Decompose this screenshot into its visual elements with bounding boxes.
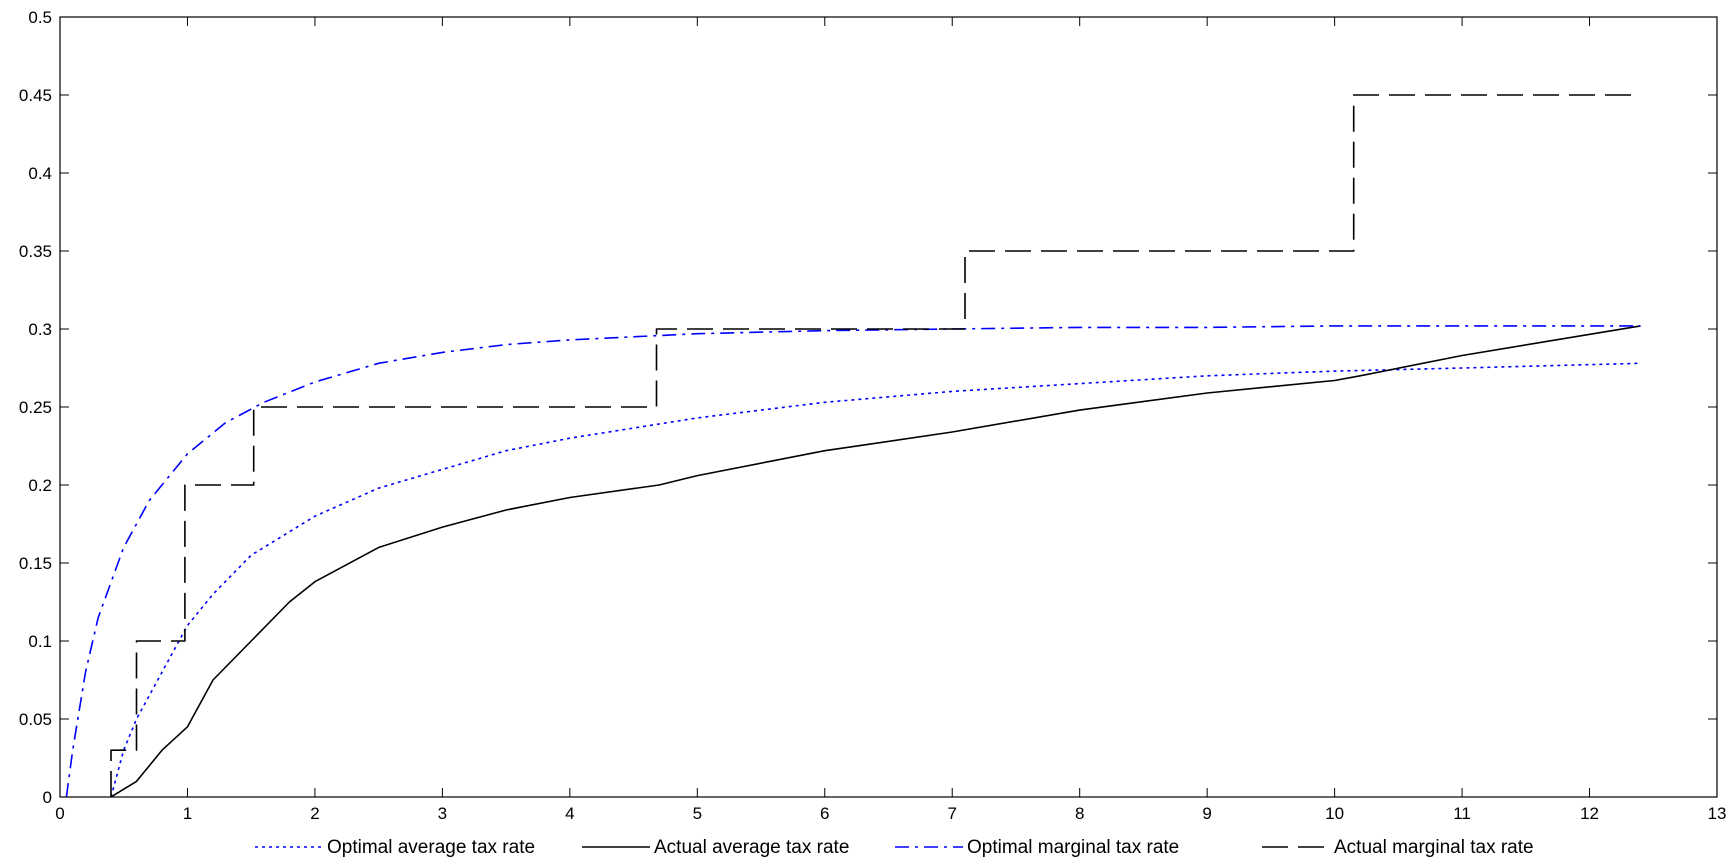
x-tick-label: 3 [438, 804, 447, 823]
legend-label: Actual average tax rate [654, 837, 849, 858]
x-tick-label: 11 [1453, 804, 1471, 823]
x-tick-label: 8 [1075, 804, 1084, 823]
x-tick-label: 10 [1325, 804, 1344, 823]
y-tick-label: 0.5 [28, 8, 52, 27]
series-line-2 [110, 325, 1641, 798]
series-layer [65, 94, 1641, 798]
y-tick-label: 0.35 [19, 242, 52, 261]
y-tick-label: 0 [43, 788, 52, 807]
x-tick-label: 12 [1580, 804, 1599, 823]
y-tick-label: 0.1 [28, 632, 52, 651]
legend: Optimal average tax rate Actual average t… [255, 837, 1534, 858]
plot-frame [59, 16, 1718, 798]
y-tick-label: 0.05 [19, 710, 52, 729]
x-tick-label: 0 [55, 804, 64, 823]
x-tick-label: 4 [565, 804, 574, 823]
y-tick-label: 0.25 [19, 398, 52, 417]
x-tick-label: 5 [693, 804, 702, 823]
x-tick-label: 6 [820, 804, 829, 823]
x-tick-label: 9 [1202, 804, 1211, 823]
legend-label: Actual marginal tax rate [1334, 837, 1534, 858]
y-tick-label: 0.4 [28, 164, 52, 183]
y-tick-label: 0.2 [28, 476, 52, 495]
x-tick-label: 13 [1708, 804, 1727, 823]
y-tick-label: 0.15 [19, 554, 52, 573]
series-line-3 [65, 325, 1641, 798]
series-line-1 [110, 362, 1641, 798]
legend-label: Optimal marginal tax rate [967, 837, 1179, 858]
tick-layer: 0 1 2 3 4 5 6 7 8 9 10 11 12 1300.050.10.150.20.250.3… [19, 8, 1727, 823]
x-tick-label: 1 [183, 804, 192, 823]
series-line-4 [110, 94, 1641, 797]
y-tick-label: 0.3 [28, 320, 52, 339]
x-tick-label: 2 [310, 804, 319, 823]
legend-label: Optimal average tax rate [327, 837, 535, 858]
x-tick-label: 7 [947, 804, 956, 823]
y-tick-label: 0.45 [19, 86, 52, 105]
